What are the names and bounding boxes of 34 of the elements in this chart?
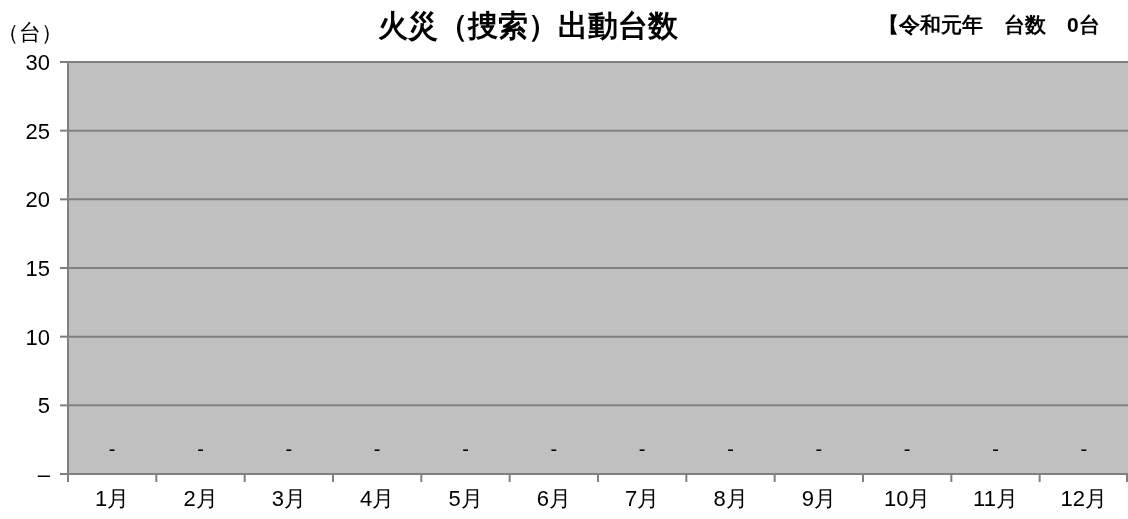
x-tick-label: 2月 [183, 486, 218, 511]
data-label: - [550, 438, 558, 460]
data-label: - [903, 438, 911, 460]
data-label: - [197, 438, 204, 460]
data-label: - [285, 438, 293, 460]
data-label: - [108, 438, 116, 460]
x-tick-label: 7月 [625, 486, 660, 511]
data-label: - [638, 438, 646, 460]
x-tick-label: 8月 [713, 486, 748, 511]
x-tick-label: 9月 [801, 486, 836, 511]
data-label: - [373, 438, 381, 460]
data-label: - [727, 438, 734, 460]
data-label: - [992, 438, 999, 460]
x-tick-label: 6月 [536, 486, 571, 511]
x-tick-label: 12月 [1060, 486, 1108, 511]
y-tick-label: 25 [25, 118, 50, 144]
x-tick-label: 11月 [973, 486, 1018, 511]
x-tick-label: 5月 [448, 486, 483, 511]
x-tick-label: 3月 [271, 486, 306, 511]
data-label: - [1080, 438, 1088, 460]
y-tick-label: 5 [37, 393, 50, 419]
y-tick-label: 10 [25, 324, 50, 350]
x-tick-label: 10月 [883, 486, 931, 511]
chart-subtitle: 【令和元年 台数 0台 [878, 13, 1100, 36]
chart-title: 火災（捜索）出動台数 [378, 9, 679, 42]
data-label: - [462, 438, 469, 460]
y-tick-label: – [37, 462, 51, 487]
x-tick-label: 4月 [360, 486, 395, 511]
y-tick-label: 15 [25, 256, 50, 281]
y-axis-title: （台） [0, 20, 63, 45]
data-label: - [815, 438, 823, 460]
y-tick-label: 20 [25, 187, 50, 213]
x-tick-label: 1月 [95, 486, 130, 511]
y-tick-label: 30 [25, 50, 50, 75]
